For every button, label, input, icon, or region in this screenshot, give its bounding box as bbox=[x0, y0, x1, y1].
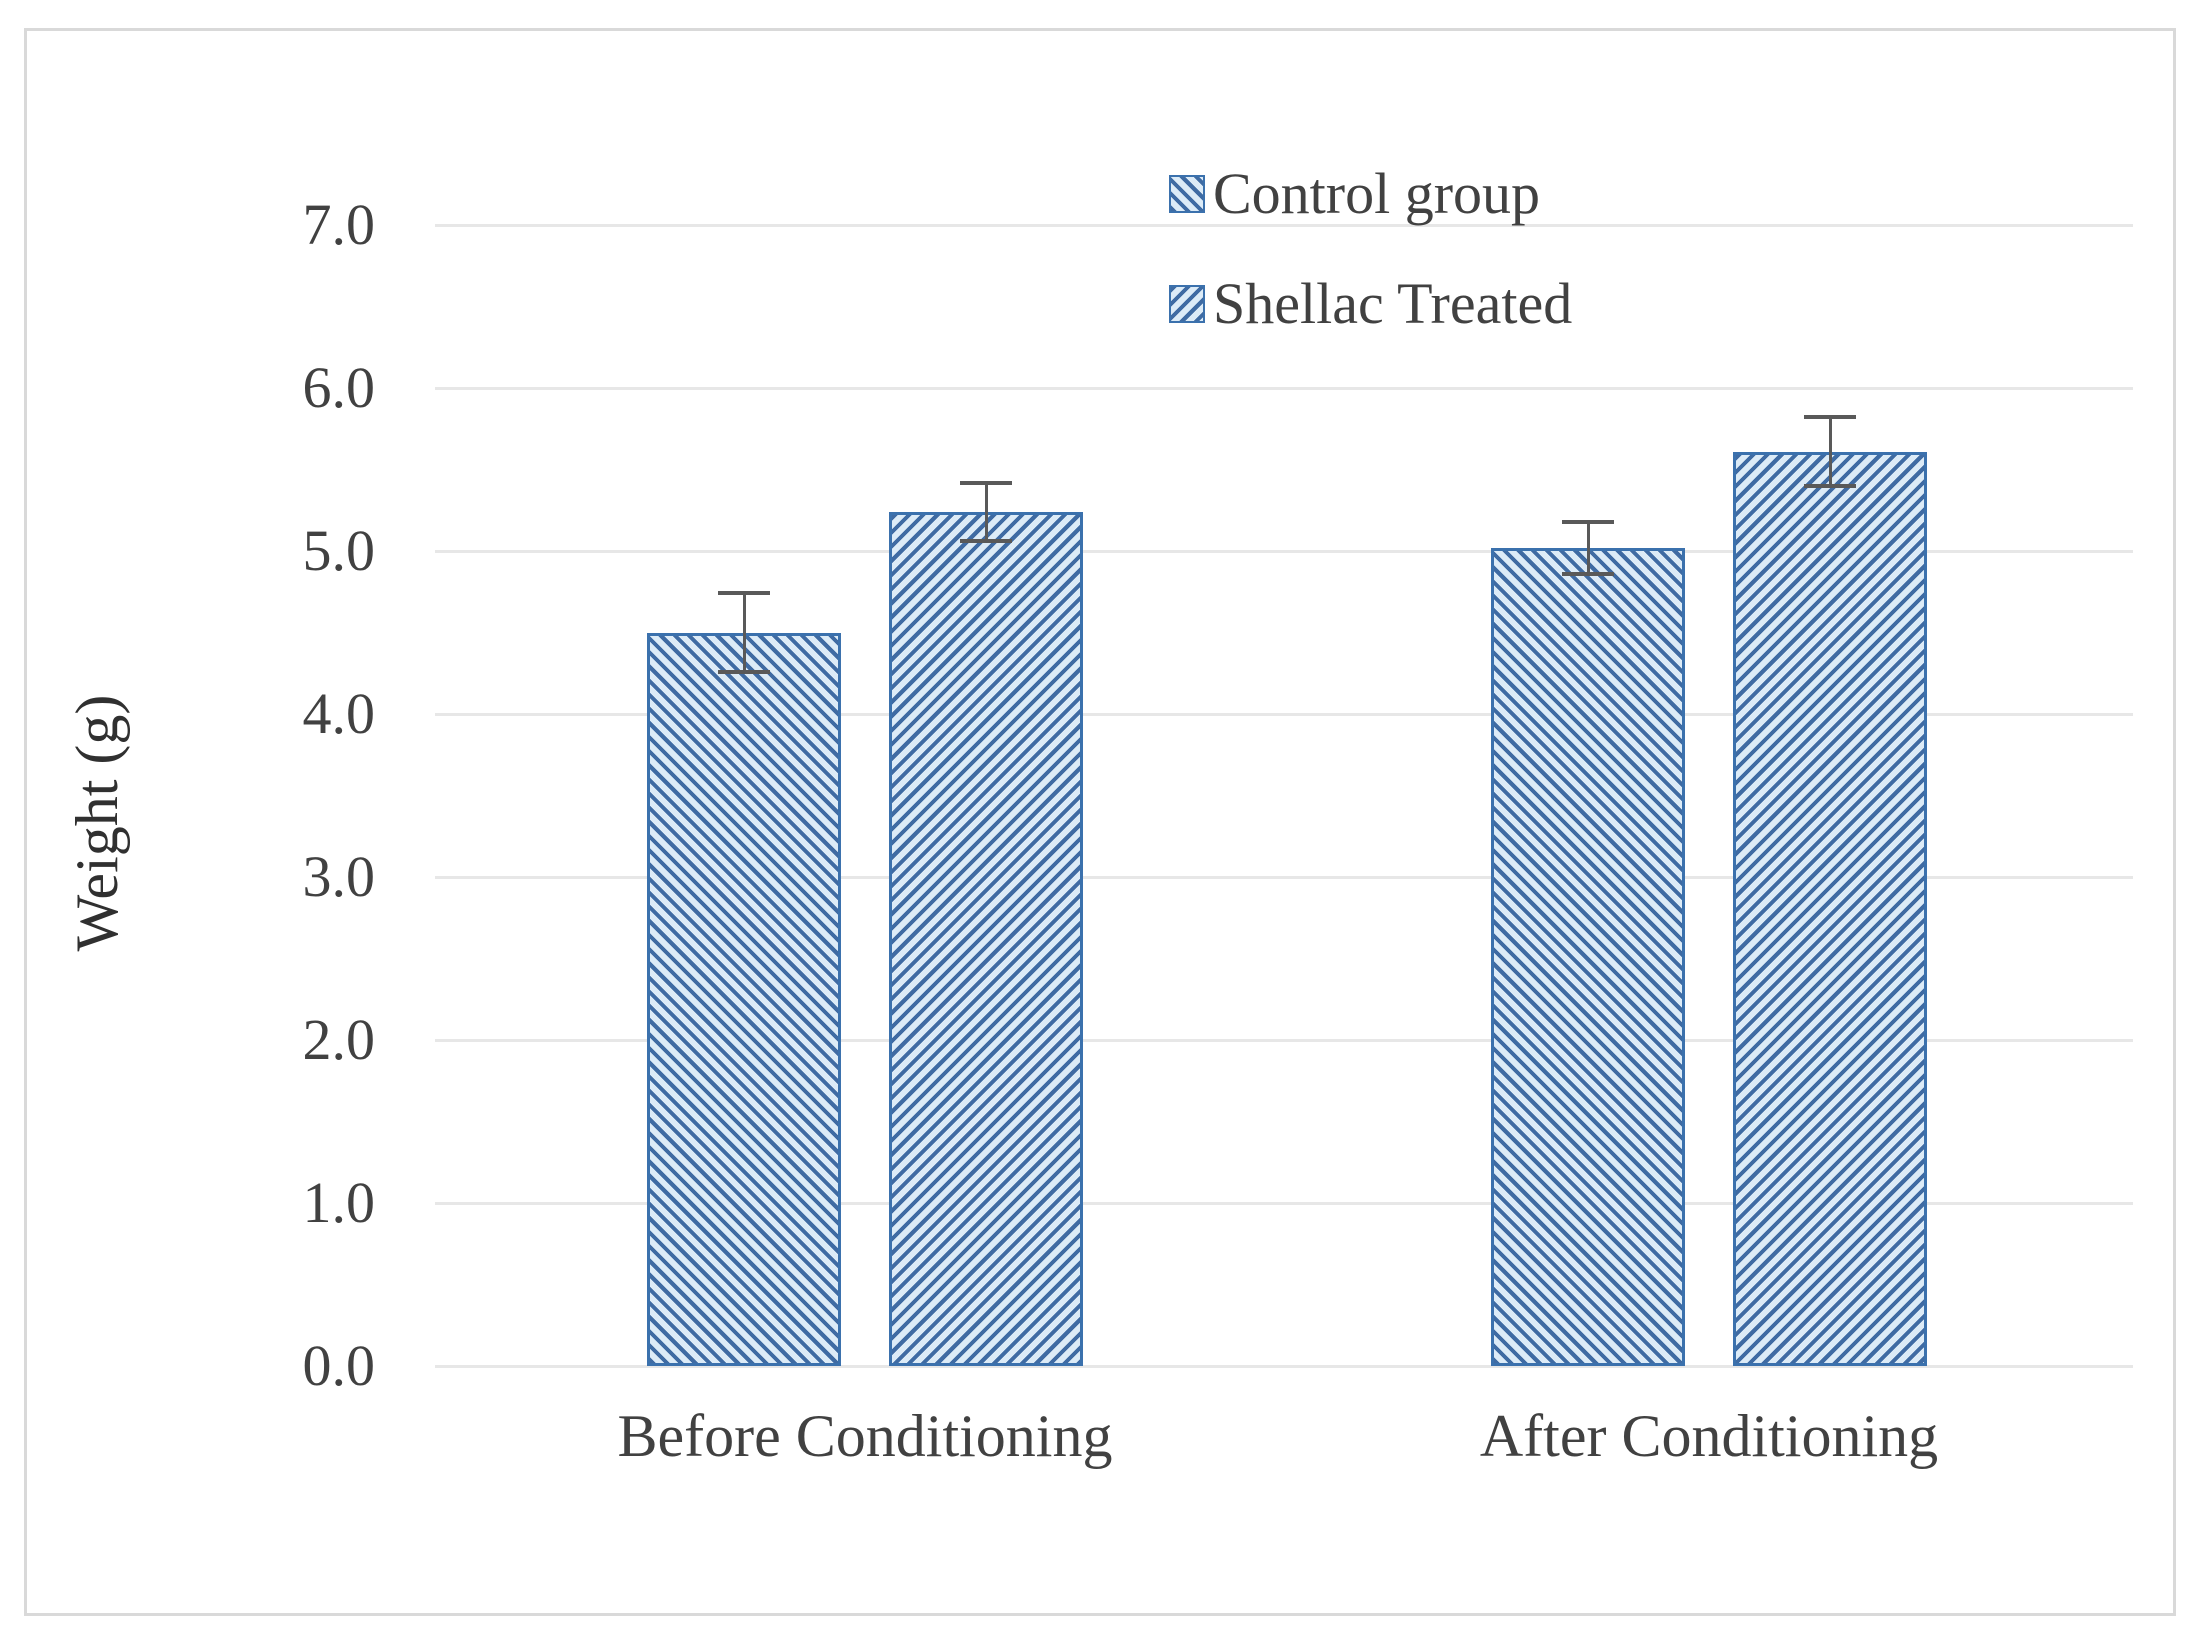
legend-swatch-control-group bbox=[1169, 175, 1205, 213]
error-bar-cap-bottom-control-group-before-conditioning bbox=[718, 669, 770, 674]
y-tick-label-3.0: 3.0 bbox=[302, 844, 376, 909]
error-bar-cap-top-control-group-after-conditioning bbox=[1562, 519, 1614, 524]
gridline-6.0 bbox=[435, 387, 2133, 390]
error-bar-line-shellac-treated-after-conditioning bbox=[1828, 417, 1832, 486]
error-bar-line-control-group-after-conditioning bbox=[1586, 521, 1590, 574]
legend-item-shellac-treated: Shellac Treated bbox=[1169, 275, 1572, 333]
x-category-label-before-conditioning: Before Conditioning bbox=[617, 1403, 1113, 1469]
legend-item-control-group: Control group bbox=[1169, 165, 1572, 223]
gridline-4.0 bbox=[435, 713, 2133, 716]
error-bar-cap-bottom-shellac-treated-after-conditioning bbox=[1804, 483, 1856, 488]
bar-control-group-after-conditioning bbox=[1491, 547, 1685, 1366]
gridline-0.0 bbox=[435, 1365, 2133, 1368]
gridline-5.0 bbox=[435, 550, 2133, 553]
y-tick-label-1.0: 1.0 bbox=[302, 1170, 376, 1235]
gridline-3.0 bbox=[435, 876, 2133, 879]
y-tick-label-6.0: 6.0 bbox=[302, 355, 376, 420]
legend-label-control-group: Control group bbox=[1213, 161, 1541, 226]
x-category-label-after-conditioning: After Conditioning bbox=[1479, 1403, 1939, 1469]
figure-frame: Weight (g) 0.0 1.0 2.0 3.0 4.0 5.0 6.0 7.0 Cont… bbox=[24, 28, 2176, 1616]
y-tick-label-4.0: 4.0 bbox=[302, 681, 376, 746]
error-bar-cap-top-control-group-before-conditioning bbox=[718, 591, 770, 596]
bar-shellac-treated-before-conditioning bbox=[889, 511, 1083, 1366]
error-bar-cap-top-shellac-treated-after-conditioning bbox=[1804, 415, 1856, 420]
legend: Control group Shellac Treated bbox=[1169, 165, 1572, 333]
legend-swatch-shellac-treated bbox=[1169, 285, 1205, 323]
gridline-1.0 bbox=[435, 1202, 2133, 1205]
error-bar-cap-bottom-control-group-after-conditioning bbox=[1562, 571, 1614, 576]
gridline-7.0 bbox=[435, 224, 2133, 227]
legend-label-shellac-treated: Shellac Treated bbox=[1213, 271, 1573, 336]
y-tick-label-7.0: 7.0 bbox=[302, 192, 376, 257]
y-tick-label-0.0: 0.0 bbox=[302, 1333, 376, 1398]
gridline-2.0 bbox=[435, 1039, 2133, 1042]
bar-control-group-before-conditioning bbox=[647, 632, 841, 1366]
bar-shellac-treated-after-conditioning bbox=[1733, 451, 1927, 1366]
y-tick-label-2.0: 2.0 bbox=[302, 1007, 376, 1072]
y-tick-label-5.0: 5.0 bbox=[302, 518, 376, 583]
error-bar-cap-top-shellac-treated-before-conditioning bbox=[960, 480, 1012, 485]
error-bar-cap-bottom-shellac-treated-before-conditioning bbox=[960, 539, 1012, 544]
error-bar-line-shellac-treated-before-conditioning bbox=[984, 482, 988, 542]
y-axis-title: Weight (g) bbox=[64, 694, 130, 952]
error-bar-line-control-group-before-conditioning bbox=[742, 593, 746, 672]
